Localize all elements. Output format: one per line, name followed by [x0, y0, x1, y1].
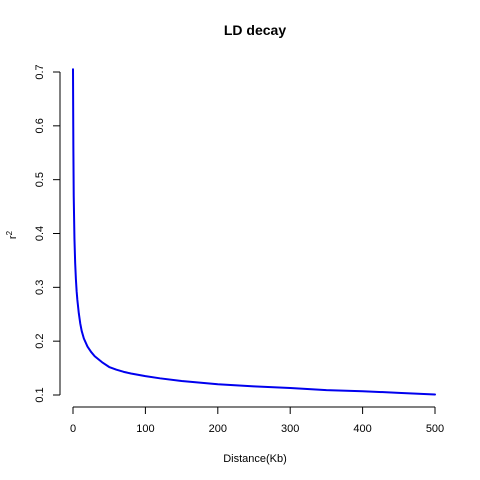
x-axis-label: Distance(Kb)	[223, 453, 287, 465]
series-line-0	[72, 68, 436, 396]
y-tick-label-0.5: 0.5	[34, 172, 46, 187]
x-tick-label-0: 0	[70, 423, 76, 435]
y-tick-label-0.6: 0.6	[34, 118, 46, 133]
y-tick-label-0.3: 0.3	[34, 280, 46, 295]
series-layer	[72, 68, 436, 396]
x-tick-label-400: 400	[353, 423, 371, 435]
y-tick-label-0.2: 0.2	[34, 334, 46, 349]
y-tick-label-0.4: 0.4	[34, 226, 46, 241]
y-axis-label-superscript: 2	[5, 230, 14, 235]
y-axis-label: r2	[5, 230, 19, 239]
x-tick-label-100: 100	[136, 423, 154, 435]
chart-title: LD decay	[224, 22, 286, 38]
x-tick-label-200: 200	[209, 423, 227, 435]
y-tick-label-0.1: 0.1	[34, 387, 46, 402]
y-axis: 0.1 0.2 0.3 0.4 0.5 0.6 0.7	[34, 64, 61, 403]
x-tick-label-300: 300	[281, 423, 299, 435]
x-tick-label-500: 500	[426, 423, 444, 435]
y-axis-label-base: r	[7, 235, 19, 239]
x-axis: 0 100 200 300 400 500	[70, 406, 444, 435]
y-tick-label-0.7: 0.7	[34, 64, 46, 79]
